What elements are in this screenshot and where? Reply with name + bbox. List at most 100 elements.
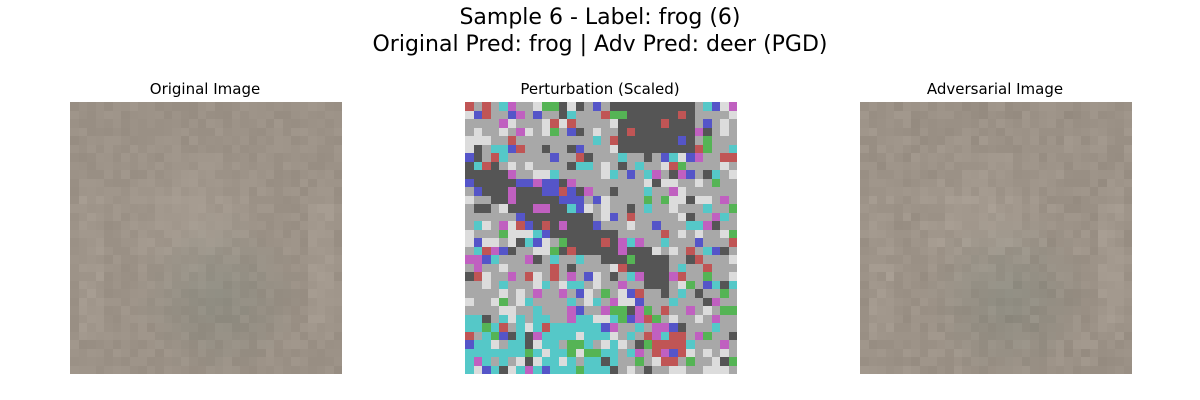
original-pixel (249, 170, 258, 179)
adversarial-pixel (962, 247, 971, 256)
adversarial-pixel (1064, 289, 1073, 298)
perturbation-pixel (508, 323, 517, 332)
adversarial-pixel (869, 247, 878, 256)
original-pixel (300, 145, 309, 154)
adversarial-pixel (1098, 153, 1107, 162)
original-pixel (223, 357, 232, 366)
perturbation-pixel (661, 170, 670, 179)
adversarial-pixel (945, 247, 954, 256)
perturbation-pixel (576, 255, 585, 264)
original-pixel (155, 162, 164, 171)
perturbation-pixel (550, 136, 559, 145)
adversarial-pixel (971, 196, 980, 205)
perturbation-pixel (567, 349, 576, 358)
perturbation-pixel (669, 196, 678, 205)
perturbation-pixel (559, 111, 568, 120)
perturbation-pixel (508, 153, 517, 162)
perturbation-pixel (542, 230, 551, 239)
original-pixel (87, 230, 96, 239)
adversarial-pixel (860, 136, 869, 145)
perturbation-pixel (695, 187, 704, 196)
adversarial-pixel (920, 323, 929, 332)
adversarial-pixel (894, 247, 903, 256)
original-pixel (308, 119, 317, 128)
original-pixel (283, 247, 292, 256)
adversarial-pixel (945, 102, 954, 111)
original-pixel (266, 230, 275, 239)
perturbation-pixel (559, 179, 568, 188)
adversarial-pixel (996, 128, 1005, 137)
perturbation-pixel (508, 204, 517, 213)
adversarial-pixel (886, 238, 895, 247)
adversarial-pixel (1081, 179, 1090, 188)
original-pixel (189, 196, 198, 205)
adversarial-pixel (988, 102, 997, 111)
perturbation-pixel (516, 204, 525, 213)
adversarial-pixel (928, 247, 937, 256)
original-pixel (70, 128, 79, 137)
perturbation-pixel (533, 179, 542, 188)
perturbation-pixel (601, 264, 610, 273)
adversarial-pixel (979, 170, 988, 179)
adversarial-pixel (1022, 119, 1031, 128)
perturbation-pixel (516, 162, 525, 171)
adversarial-pixel (971, 238, 980, 247)
original-pixel (87, 340, 96, 349)
perturbation-pixel (669, 213, 678, 222)
perturbation-pixel (695, 357, 704, 366)
original-pixel (79, 349, 88, 358)
adversarial-pixel (988, 357, 997, 366)
original-pixel (70, 221, 79, 230)
original-pixel (70, 315, 79, 324)
original-pixel (164, 230, 173, 239)
perturbation-pixel (567, 255, 576, 264)
perturbation-pixel (729, 196, 738, 205)
adversarial-pixel (1022, 221, 1031, 230)
original-pixel (223, 238, 232, 247)
perturbation-pixel (550, 145, 559, 154)
original-pixel (113, 366, 122, 375)
adversarial-pixel (1039, 357, 1048, 366)
adversarial-pixel (894, 238, 903, 247)
original-pixel (181, 349, 190, 358)
perturbation-pixel (729, 187, 738, 196)
adversarial-pixel (1073, 366, 1082, 375)
perturbation-pixel (635, 153, 644, 162)
perturbation-pixel (635, 315, 644, 324)
perturbation-pixel (678, 289, 687, 298)
perturbation-pixel (678, 306, 687, 315)
adversarial-pixel (954, 204, 963, 213)
perturbation-pixel (661, 247, 670, 256)
original-pixel (283, 315, 292, 324)
original-pixel (206, 272, 215, 281)
original-pixel (87, 306, 96, 315)
perturbation-pixel (635, 230, 644, 239)
adversarial-pixel (894, 332, 903, 341)
perturbation-pixel (652, 349, 661, 358)
perturbation-pixel (593, 179, 602, 188)
original-pixel (266, 111, 275, 120)
original-pixel (325, 272, 334, 281)
original-pixel (164, 281, 173, 290)
perturbation-pixel (550, 128, 559, 137)
adversarial-pixel (1107, 145, 1116, 154)
adversarial-pixel (1056, 264, 1065, 273)
original-pixel (172, 213, 181, 222)
adversarial-pixel (954, 187, 963, 196)
adversarial-pixel (911, 187, 920, 196)
perturbation-pixel (584, 136, 593, 145)
original-pixel (283, 213, 292, 222)
adversarial-pixel (1022, 255, 1031, 264)
adversarial-pixel (1107, 102, 1116, 111)
perturbation-pixel (508, 170, 517, 179)
perturbation-pixel (644, 221, 653, 230)
perturbation-pixel (584, 145, 593, 154)
original-pixel (189, 255, 198, 264)
perturbation-pixel (559, 366, 568, 375)
adversarial-pixel (877, 238, 886, 247)
original-pixel (223, 323, 232, 332)
adversarial-pixel (877, 281, 886, 290)
adversarial-pixel (954, 102, 963, 111)
perturbation-pixel (644, 196, 653, 205)
original-pixel (104, 315, 113, 324)
